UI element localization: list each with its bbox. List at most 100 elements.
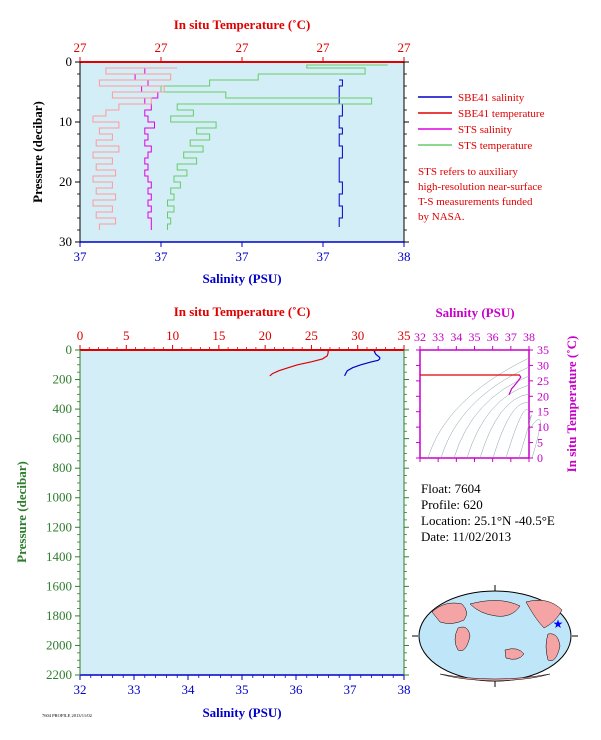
upper-y-axis-label: Pressure (decibar) bbox=[30, 101, 45, 203]
lower-y-tick-label: 2200 bbox=[46, 667, 72, 682]
ts-inset-plot-area bbox=[419, 349, 530, 459]
upper-top-tick-label: 27 bbox=[74, 40, 88, 55]
lower-y-tick-label: 400 bbox=[53, 401, 73, 416]
ts-top-tick-label: 32 bbox=[414, 330, 426, 344]
ts-right-tick-label: 15 bbox=[537, 405, 549, 419]
upper-top-tick-label: 27 bbox=[317, 40, 331, 55]
lower-bottom-tick-label: 38 bbox=[398, 682, 411, 697]
upper-bottom-tick-label: 37 bbox=[236, 249, 250, 264]
lower-bottom-tick-label: 33 bbox=[128, 682, 141, 697]
lower-y-tick-label: 1800 bbox=[46, 608, 72, 623]
map-land-eurasia-west bbox=[431, 602, 467, 624]
ts-top-tick-label: 33 bbox=[432, 330, 444, 344]
lower-y-tick-label: 200 bbox=[53, 372, 73, 387]
upper-series-sbe41-temperature bbox=[92, 67, 178, 230]
upper-bottom-tick-label: 37 bbox=[317, 249, 331, 264]
lower-bottom-tick-label: 37 bbox=[344, 682, 358, 697]
lower-plot-area bbox=[79, 349, 405, 676]
lower-bottom-tick-label: 34 bbox=[182, 682, 196, 697]
lower-bottom-tick-label: 36 bbox=[290, 682, 304, 697]
ts-series-curve bbox=[508, 374, 522, 395]
lower-top-tick-label: 35 bbox=[398, 328, 411, 343]
ts-density-contour bbox=[505, 409, 530, 459]
ts-top-tick-label: 34 bbox=[450, 330, 462, 344]
lower-top-tick-label: 5 bbox=[123, 328, 130, 343]
ts-right-tick-label: 30 bbox=[537, 358, 549, 372]
lower-y-tick-label: 1400 bbox=[46, 549, 72, 564]
float-info: Float: 7604 Profile: 620 Location: 25.1°… bbox=[421, 481, 555, 544]
upper-top-tick-label: 27 bbox=[155, 40, 169, 55]
lower-y-tick-label: 0 bbox=[66, 342, 73, 357]
upper-bottom-tick-label: 38 bbox=[398, 249, 411, 264]
lower-chart: 0 5 10 15 20 25 30 35 32 33 34 35 36 37 38 0 200 400 600 80… bbox=[14, 304, 411, 720]
lower-series-temperature bbox=[269, 349, 330, 377]
upper-y-tick-label: 30 bbox=[59, 234, 72, 249]
lower-series-salinity bbox=[344, 349, 381, 377]
ts-right-tick-label: 35 bbox=[537, 343, 549, 357]
upper-bottom-axis-label: Salinity (PSU) bbox=[202, 271, 281, 286]
ts-right-tick-label: 0 bbox=[537, 451, 543, 465]
upper-bottom-tick-label: 37 bbox=[155, 249, 169, 264]
lower-top-tick-label: 25 bbox=[305, 328, 318, 343]
profile-number-text: Profile: 620 bbox=[421, 497, 483, 512]
note-line-1: STS refers to auxiliary bbox=[418, 166, 518, 178]
ts-top-tick-label: 35 bbox=[469, 330, 481, 344]
ts-top-tick-label: 38 bbox=[523, 330, 535, 344]
ts-right-tick-label: 10 bbox=[537, 420, 549, 434]
upper-top-axis-label: In situ Temperature (˚C) bbox=[174, 17, 311, 32]
lower-bottom-tick-label: 35 bbox=[236, 682, 249, 697]
lower-top-axis-label: In situ Temperature (˚C) bbox=[174, 304, 311, 319]
lower-y-tick-label: 800 bbox=[53, 460, 73, 475]
ts-density-contour bbox=[518, 414, 532, 459]
ts-inset-top-axis-label: Salinity (PSU) bbox=[435, 305, 514, 320]
lower-y-tick-label: 1200 bbox=[46, 519, 72, 534]
lower-top-tick-label: 10 bbox=[166, 328, 179, 343]
lower-y-tick-label: 1000 bbox=[46, 490, 72, 505]
world-map-inset: ★ bbox=[412, 585, 578, 687]
upper-top-tick-label: 27 bbox=[236, 40, 250, 55]
note-line-3: T-S measurements funded bbox=[418, 196, 533, 208]
upper-series-group bbox=[92, 64, 388, 230]
ts-right-tick-label: 20 bbox=[537, 389, 549, 403]
map-land-australia bbox=[504, 648, 525, 660]
legend-label-sts-temperature: STS temperature bbox=[458, 140, 532, 152]
upper-tick-group: 27 27 27 27 27 37 37 37 37 38 0 10 20 30 bbox=[59, 40, 411, 264]
lower-top-tick-label: 30 bbox=[351, 328, 364, 343]
map-land-africa bbox=[454, 626, 471, 651]
lower-series-group bbox=[269, 349, 381, 377]
map-land-asia bbox=[469, 600, 521, 617]
ts-inset-right-axis-label: In situ Temperature (˚C) bbox=[564, 336, 579, 473]
float-location-star-icon: ★ bbox=[553, 617, 564, 631]
ts-density-contour bbox=[466, 384, 530, 459]
location-text: Location: 25.1°N -40.5°E bbox=[421, 513, 555, 528]
ts-density-contour bbox=[479, 393, 530, 459]
footer-id-text: 7604 PROFILE 2013/11/02 bbox=[42, 713, 92, 718]
lower-bottom-axis-label: Salinity (PSU) bbox=[202, 705, 281, 720]
float-id-text: Float: 7604 bbox=[421, 481, 481, 496]
ts-right-tick-label: 25 bbox=[537, 374, 549, 388]
upper-y-tick-label: 20 bbox=[59, 174, 72, 189]
ts-top-tick-label: 36 bbox=[487, 330, 499, 344]
upper-y-tick-label: 0 bbox=[66, 54, 73, 69]
map-land-group bbox=[431, 600, 563, 682]
legend-label-sts-salinity: STS salinity bbox=[458, 124, 513, 136]
lower-top-tick-label: 15 bbox=[212, 328, 225, 343]
lower-top-tick-label: 0 bbox=[77, 328, 84, 343]
legend: SBE41 salinity SBE41 temperature STS sal… bbox=[418, 92, 545, 152]
upper-series-sts-temperature bbox=[160, 64, 388, 230]
lower-y-axis-label: Pressure (decibar) bbox=[14, 461, 29, 563]
upper-bottom-tick-label: 37 bbox=[74, 249, 88, 264]
ts-density-contour bbox=[427, 357, 530, 459]
note-line-4: by NASA. bbox=[418, 211, 465, 223]
lower-tick-group: 0 5 10 15 20 25 30 35 32 33 34 35 36 37 38 0 200 400 600 80… bbox=[46, 328, 411, 697]
ts-density-contour bbox=[528, 418, 541, 459]
map-land-south-america bbox=[545, 633, 561, 661]
upper-y-tick-label: 10 bbox=[59, 114, 72, 129]
lower-top-tick-label: 20 bbox=[259, 328, 272, 343]
note-line-2: high-resolution near-surface bbox=[418, 181, 542, 193]
upper-series-sbe41-salinity bbox=[338, 79, 343, 227]
